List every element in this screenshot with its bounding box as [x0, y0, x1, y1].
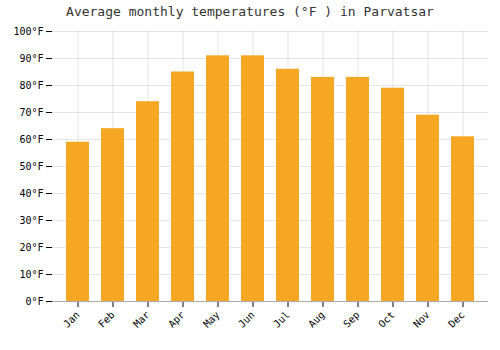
svg-text:Jan: Jan: [61, 309, 82, 330]
svg-text:May: May: [201, 309, 222, 330]
svg-text:Apr: Apr: [166, 309, 187, 330]
html-text:Average monthly temperatures (: Average monthly temperatures (°F ) in Pa…: [66, 4, 434, 19]
svg-text:Jun: Jun: [236, 309, 257, 330]
svg-text:Sep: Sep: [341, 309, 362, 330]
svg-text:20°F: 20°F: [19, 242, 43, 253]
svg-text:80°F: 80°F: [19, 80, 43, 91]
svg-text:Mar: Mar: [131, 309, 152, 330]
svg-text:Nov: Nov: [411, 309, 432, 330]
svg-text:Jul: Jul: [271, 309, 292, 330]
svg-text:Aug: Aug: [306, 309, 327, 330]
svg-text:0°F: 0°F: [25, 296, 43, 307]
svg-text:Oct: Oct: [376, 309, 397, 330]
svg-text:50°F: 50°F: [19, 161, 43, 172]
svg-text:Dec: Dec: [446, 309, 467, 330]
svg-text:Feb: Feb: [96, 309, 117, 330]
svg-text:90°F: 90°F: [19, 53, 43, 64]
svg-text:60°F: 60°F: [19, 134, 43, 145]
svg-text:100°F: 100°F: [13, 26, 43, 37]
svg-text:30°F: 30°F: [19, 215, 43, 226]
svg-text:70°F: 70°F: [19, 107, 43, 118]
svg-text:10°F: 10°F: [19, 269, 43, 280]
svg-text:40°F: 40°F: [19, 188, 43, 199]
